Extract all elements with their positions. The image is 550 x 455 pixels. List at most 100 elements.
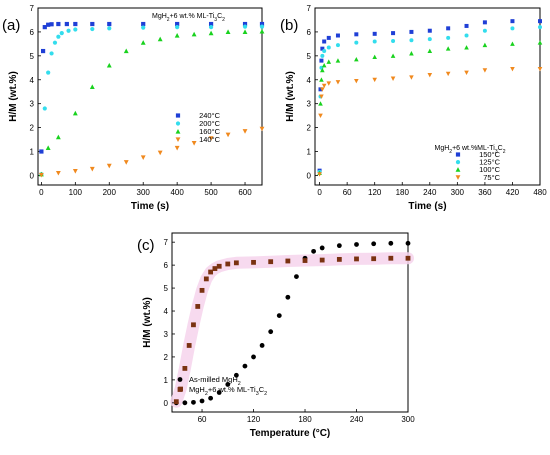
data-point [174, 145, 180, 151]
data-point [225, 132, 231, 138]
data-point [326, 45, 331, 50]
data-point [140, 155, 146, 161]
series-1 [39, 24, 265, 177]
data-point [233, 372, 239, 378]
data-point [302, 258, 308, 263]
data-point [72, 110, 78, 116]
legend-marker [455, 152, 461, 157]
data-point [318, 101, 323, 106]
data-point [242, 24, 248, 29]
y-tick-label: 7 [30, 4, 35, 13]
data-point [208, 269, 214, 275]
data-point [208, 30, 214, 36]
x-tick-label: 0 [317, 188, 322, 197]
y-tick-label: 1 [307, 148, 312, 157]
data-point [445, 71, 451, 77]
data-point [318, 113, 323, 119]
data-point [107, 26, 112, 31]
data-point [405, 255, 411, 261]
data-point [409, 29, 414, 34]
data-point [372, 77, 377, 83]
data-point [320, 46, 325, 51]
panel-label: (a) [2, 17, 20, 34]
x-tick-label: 200 [103, 188, 117, 197]
data-point [276, 313, 282, 319]
data-point [405, 240, 411, 246]
x-axis-label: Time (s) [408, 201, 446, 212]
data-point [106, 163, 112, 169]
legend-label: 160°C [199, 127, 221, 136]
data-point [335, 43, 340, 48]
data-point [319, 58, 324, 63]
data-point [174, 32, 180, 38]
data-point [208, 25, 214, 30]
data-point [319, 257, 325, 263]
data-point [336, 256, 342, 262]
plot-frame [37, 7, 263, 186]
data-point [319, 94, 324, 99]
data-point [233, 260, 239, 266]
data-point [141, 21, 146, 27]
data-point [390, 76, 396, 81]
y-tick-label: 0 [307, 171, 312, 180]
data-point [321, 63, 327, 68]
legend-label: 100°C [479, 165, 501, 174]
data-point [464, 45, 469, 50]
panel-label: (c) [137, 237, 155, 254]
data-point [199, 398, 205, 404]
data-point [445, 46, 451, 51]
legend-label: 200°C [199, 119, 221, 128]
data-point [317, 172, 322, 177]
data-point [66, 28, 71, 33]
data-point [510, 19, 515, 24]
data-point [242, 363, 248, 369]
data-point [191, 322, 196, 328]
data-point [391, 39, 396, 44]
data-point [268, 329, 274, 335]
y-tick-label: 3 [307, 100, 312, 109]
x-tick-label: 60 [198, 415, 207, 424]
x-tick-label: 400 [170, 188, 184, 197]
data-point [259, 28, 265, 34]
y-tick-label: 0 [30, 171, 35, 180]
y-tick-label: 5 [307, 52, 312, 61]
data-point [46, 22, 51, 27]
x-tick-label: 240 [350, 415, 364, 424]
data-point [73, 21, 78, 27]
data-point [320, 87, 325, 92]
data-point [311, 248, 316, 254]
data-point [225, 261, 231, 267]
data-point [42, 25, 47, 30]
data-point [175, 25, 180, 30]
y-tick-label: 2 [164, 353, 169, 362]
series-3 [38, 126, 265, 178]
x-tick-label: 240 [423, 188, 437, 197]
data-point [191, 141, 197, 146]
x-tick-label: 180 [298, 415, 312, 424]
data-point [49, 22, 54, 27]
series-2 [38, 28, 265, 177]
legend-label: 240°C [199, 111, 221, 120]
x-tick-label: 300 [401, 415, 415, 424]
legend-marker [455, 175, 461, 180]
y-tick-label: 6 [30, 28, 35, 37]
y-tick-label: 5 [164, 284, 169, 293]
data-point [203, 276, 209, 282]
data-point [446, 35, 451, 40]
data-point [157, 36, 163, 42]
y-tick-label: 1 [30, 148, 35, 157]
data-point [482, 68, 488, 73]
x-tick-label: 180 [396, 188, 410, 197]
legend-marker [455, 167, 461, 172]
data-point [354, 242, 359, 247]
data-point [106, 62, 112, 68]
data-point [336, 243, 342, 249]
y-tick-label: 2 [30, 124, 35, 133]
y-tick-label: 2 [307, 124, 312, 133]
data-point [538, 19, 542, 24]
legend-label: 75°C [483, 173, 500, 182]
data-point [322, 49, 327, 54]
data-point [482, 42, 488, 48]
data-point [90, 26, 95, 32]
